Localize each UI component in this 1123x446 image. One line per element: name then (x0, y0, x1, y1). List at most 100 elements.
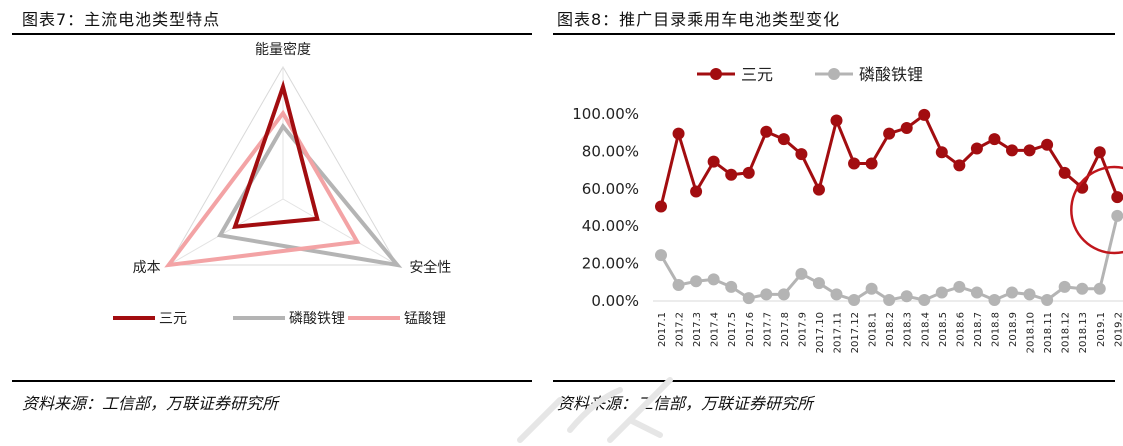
x-tick-label: 2018.12 (1061, 312, 1072, 353)
x-tick-label: 2017.3 (692, 312, 703, 347)
data-point (918, 108, 931, 121)
radar-spoke (282, 198, 398, 266)
radar-series-0 (232, 79, 320, 230)
radar-legend-label: 锰酸锂 (404, 311, 446, 327)
data-point (1041, 294, 1054, 306)
data-point (812, 277, 825, 290)
line-legend-item: 磷酸铁锂 (815, 65, 923, 84)
data-point (1023, 288, 1036, 301)
data-point (655, 200, 667, 213)
y-tick-label: 60.00% (582, 180, 639, 198)
radar-chart-title: 图表7：主流电池类型特点 (22, 10, 221, 29)
data-point (970, 286, 983, 299)
radar-legend-label: 磷酸铁锂 (289, 311, 345, 327)
data-point (848, 294, 861, 306)
line-chart: 0.00% 20.00% 40.00% 60.00% 80.00% 100.00% 2017… (572, 65, 1123, 353)
data-point (672, 279, 685, 292)
data-point (953, 280, 966, 293)
data-point (865, 157, 878, 170)
data-point (690, 185, 703, 198)
y-tick-label: 100.00% (572, 105, 639, 123)
x-tick-label: 2017.5 (727, 312, 738, 347)
x-tick-label: 2017.4 (710, 312, 721, 347)
x-tick-label: 2017.2 (675, 312, 686, 347)
radar-legend-item: 锰酸锂 (348, 311, 446, 327)
data-point (760, 288, 773, 301)
data-point (1058, 166, 1071, 179)
data-point (1076, 282, 1089, 295)
line-legend-item: 三元 (697, 65, 773, 84)
radar-axis-label: 能量密度 (255, 41, 311, 58)
data-point (988, 294, 1001, 306)
data-point (812, 183, 825, 196)
right-figure: 图表8：推广目录乘用车电池类型变化 0.00% 20.00% 40.00% 60.00… (553, 0, 1123, 446)
highlight-circle (1070, 165, 1123, 255)
radar-axis-label: 安全性 (409, 259, 451, 276)
data-point (883, 127, 896, 140)
data-point (1041, 138, 1054, 151)
data-point (707, 155, 720, 168)
x-tick-label: 2017.8 (780, 312, 791, 347)
data-point (672, 127, 685, 140)
x-tick-label: 2017.11 (833, 312, 844, 353)
data-point (883, 294, 896, 306)
x-tick-label: 2017.1 (657, 312, 668, 347)
data-point (1093, 282, 1106, 295)
bottom-rule (553, 380, 1115, 382)
data-point (777, 133, 790, 146)
legend-swatch-marker (828, 68, 840, 80)
data-point (935, 146, 948, 159)
radar-legend-item: 三元 (113, 311, 187, 327)
top-rule (12, 33, 532, 35)
x-tick-label: 2018.13 (1078, 312, 1089, 353)
y-tick-label: 80.00% (582, 142, 639, 160)
line-chart-title: 图表8：推广目录乘用车电池类型变化 (557, 10, 841, 29)
top-rule (553, 33, 1115, 35)
source-note: 资料来源：工信部，万联证券研究所 (22, 394, 279, 413)
data-point (900, 290, 913, 303)
data-point (707, 273, 720, 286)
data-point (830, 288, 843, 301)
x-tick-label: 2019.2 (1113, 312, 1123, 347)
x-tick-label: 2019.1 (1096, 312, 1107, 347)
x-tick-label: 2018.2 (885, 312, 896, 347)
radar-spoke (168, 198, 284, 266)
data-point (953, 159, 966, 172)
legend-label: 磷酸铁锂 (859, 65, 923, 84)
data-point (725, 168, 738, 181)
data-point (777, 288, 790, 301)
x-tick-label: 2017.9 (797, 312, 808, 347)
data-point (1006, 286, 1018, 299)
data-point (935, 286, 948, 299)
x-tick-label: 2018.3 (903, 312, 914, 347)
y-tick-label: 20.00% (582, 255, 639, 273)
radar-outer-ring (167, 65, 399, 266)
data-point (690, 275, 703, 288)
x-tick-label: 2018.10 (1026, 312, 1037, 353)
data-point (1023, 144, 1036, 157)
data-point (655, 249, 667, 262)
radar-grid (167, 65, 399, 266)
y-tick-label: 0.00% (591, 292, 639, 310)
x-tick-label: 2018.1 (868, 312, 879, 347)
radar-axis-label: 成本 (133, 260, 161, 276)
data-point (918, 294, 931, 306)
x-tick-label: 2017.10 (815, 312, 826, 353)
bottom-rule (12, 380, 532, 382)
data-point (1006, 144, 1018, 157)
data-point (1093, 146, 1106, 159)
data-point (795, 148, 808, 161)
x-tick-label: 2018.5 (938, 312, 949, 347)
data-point (1058, 280, 1071, 293)
data-point (865, 282, 878, 295)
data-point (988, 133, 1001, 146)
radar-legend-label: 三元 (159, 311, 187, 327)
data-point (760, 125, 773, 138)
radar-legend-item: 磷酸铁锂 (233, 311, 345, 327)
x-tick-label: 2018.8 (990, 312, 1001, 347)
data-point (970, 142, 983, 155)
x-tick-label: 2017.6 (745, 312, 756, 347)
data-point (742, 166, 755, 179)
y-tick-label: 40.00% (582, 217, 639, 235)
